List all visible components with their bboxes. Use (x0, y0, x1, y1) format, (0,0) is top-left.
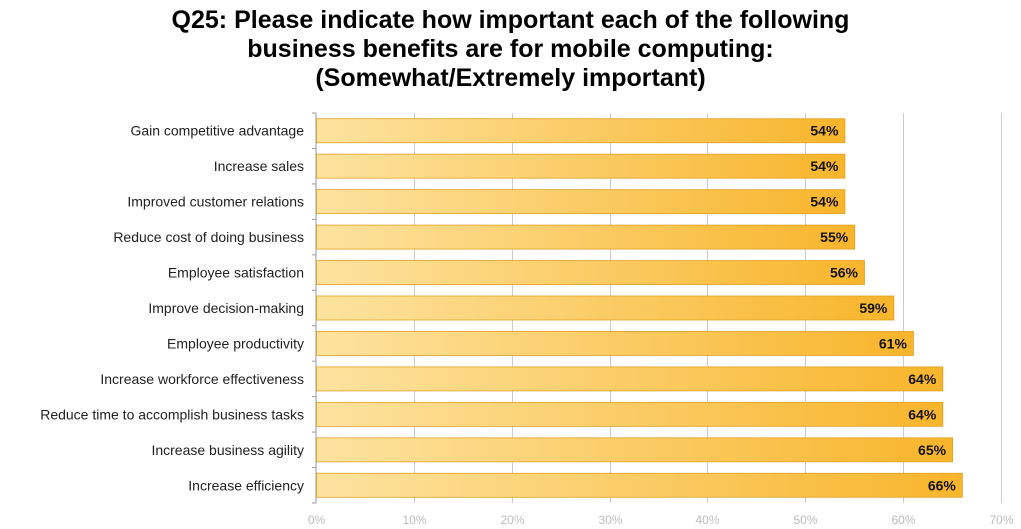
data-label: 65% (918, 442, 947, 458)
x-tick-label: 30% (598, 513, 622, 527)
category-label: Increase sales (214, 158, 304, 174)
category-label: Reduce time to accomplish business tasks (40, 406, 304, 422)
category-label: Increase efficiency (188, 477, 304, 493)
x-tick-label: 0% (308, 513, 326, 527)
x-tick-label: 70% (989, 513, 1013, 527)
chart-title-line-2: business benefits are for mobile computi… (247, 35, 774, 63)
category-label: Improved customer relations (127, 194, 304, 210)
bar (316, 260, 865, 285)
bar (316, 224, 856, 250)
chart-title: Q25: Please indicate how important each … (0, 6, 1021, 93)
bar (316, 366, 944, 392)
data-label: 56% (830, 265, 859, 281)
data-label: 54% (810, 158, 839, 174)
category-label: Employee productivity (167, 335, 304, 351)
bar (316, 401, 944, 427)
bar (316, 295, 895, 321)
category-label: Reduce cost of doing business (113, 229, 304, 245)
category-label: Employee satisfaction (168, 265, 304, 281)
bar (316, 437, 953, 463)
data-label: 66% (928, 477, 957, 493)
bar (316, 189, 846, 215)
data-label: 61% (879, 335, 908, 351)
x-tick-label: 60% (891, 513, 915, 527)
x-tick-label: 10% (402, 513, 426, 527)
chart-title-line-1: Q25: Please indicate how important each … (171, 6, 850, 34)
data-label: 64% (908, 406, 937, 422)
category-label: Increase business agility (151, 442, 304, 458)
data-label: 54% (810, 123, 839, 139)
x-tick-label: 20% (500, 513, 524, 527)
x-tick-label: 50% (793, 513, 817, 527)
category-label: Gain competitive advantage (130, 123, 304, 139)
category-label: Increase workforce effectiveness (100, 371, 304, 387)
bar (316, 153, 846, 179)
chart-title-line-3: (Somewhat/Extremely important) (315, 64, 706, 92)
data-label: 54% (810, 194, 839, 210)
x-tick-label: 40% (695, 513, 719, 527)
bar (316, 331, 914, 356)
bar (316, 472, 963, 498)
data-label: 64% (908, 371, 937, 387)
category-label: Improve decision-making (148, 300, 304, 316)
data-label: 55% (820, 229, 849, 245)
data-label: 59% (859, 300, 888, 316)
bar (316, 118, 846, 144)
